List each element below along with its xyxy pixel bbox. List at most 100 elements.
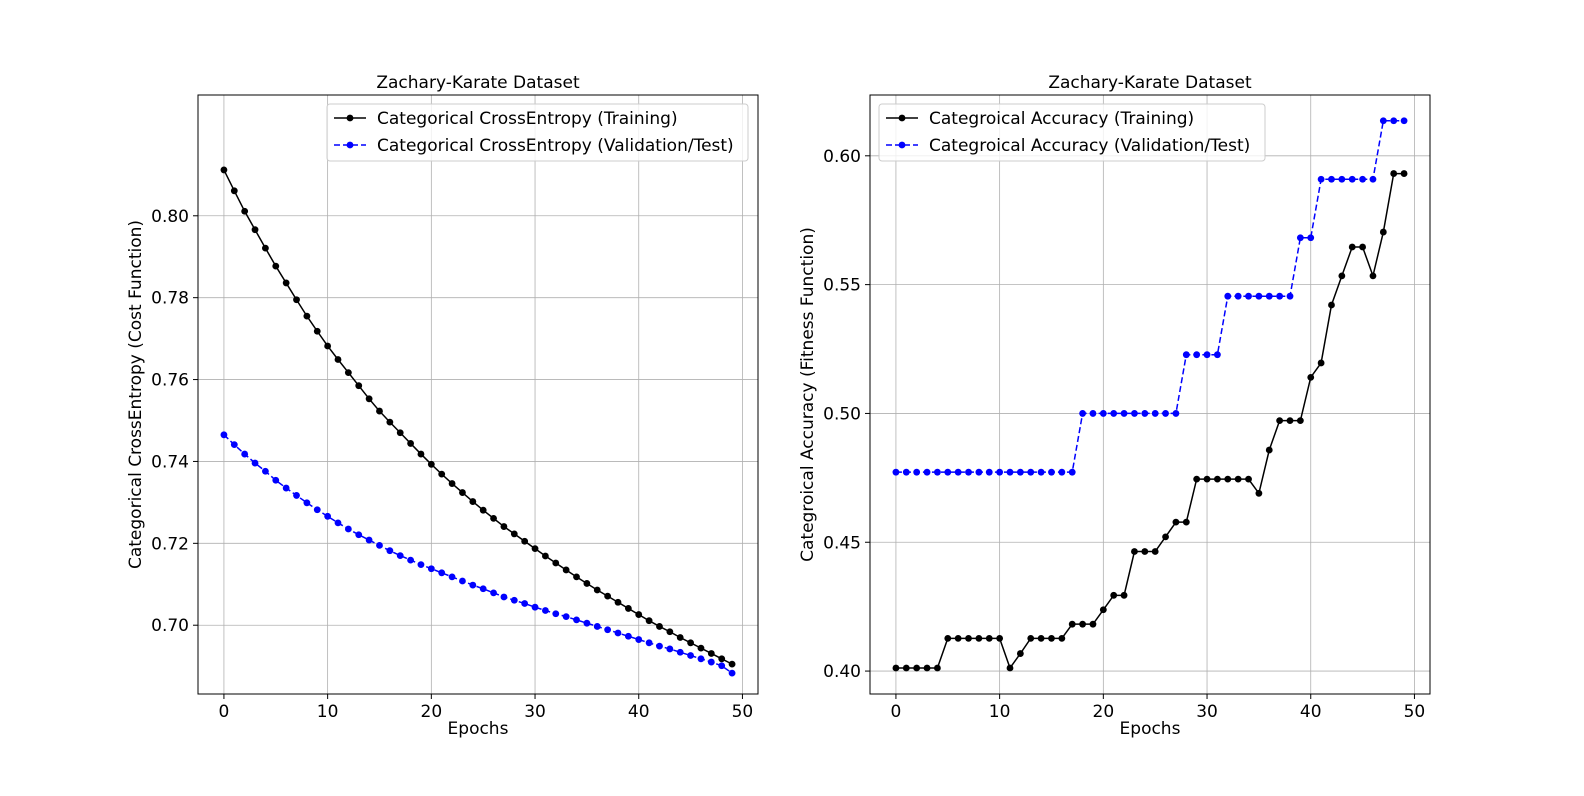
data-point (1359, 175, 1366, 183)
data-point (707, 650, 715, 657)
data-point (707, 658, 715, 666)
data-point (1193, 475, 1201, 483)
y-tick-label: 0.50 (823, 404, 861, 424)
data-point (1234, 475, 1242, 483)
data-point (728, 660, 736, 668)
data-point (902, 664, 910, 672)
data-point (718, 655, 726, 663)
data-point (975, 634, 983, 642)
y-tick-label: 0.76 (151, 371, 189, 391)
series-line (223, 434, 733, 674)
legend-label: Categorical CrossEntropy (Validation/Tes… (377, 136, 734, 156)
data-point (593, 586, 601, 594)
data-point (1193, 351, 1201, 359)
legend-marker (346, 114, 354, 122)
x-tick-label: 40 (1300, 702, 1322, 722)
data-point (376, 407, 383, 415)
data-point (282, 279, 290, 287)
data-point (500, 593, 508, 601)
data-point (438, 569, 446, 577)
data-point (448, 480, 456, 487)
series-2 (892, 117, 1408, 476)
data-point (1245, 475, 1252, 483)
x-tick-label: 10 (317, 702, 339, 722)
data-point (542, 607, 549, 614)
grid (198, 95, 758, 694)
data-point (220, 166, 228, 174)
data-point (479, 585, 487, 593)
data-point (448, 573, 456, 581)
x-tick-label: 50 (732, 702, 754, 722)
data-point (293, 492, 300, 499)
data-point (1068, 468, 1076, 476)
data-point (1214, 475, 1221, 483)
x-tick-label: 10 (989, 702, 1011, 722)
data-point (490, 514, 497, 522)
legend: Categroical Accuracy (Training) Categroic… (878, 103, 1266, 162)
data-point (1255, 489, 1263, 497)
data-point (1131, 548, 1138, 555)
data-point (282, 484, 290, 492)
data-point (490, 589, 497, 597)
data-point (1245, 292, 1252, 300)
data-point (718, 662, 726, 670)
data-point (376, 541, 383, 549)
chart-panel-2: 0 10 20 30 40 50 0.40 0.45 0.50 0.55 0.60 Zachary-K… (798, 73, 1431, 739)
data-point (583, 619, 591, 627)
data-point (251, 226, 259, 234)
data-point (386, 547, 394, 555)
data-point (954, 634, 962, 642)
y-tick-label: 0.80 (151, 207, 189, 227)
data-point (459, 489, 466, 496)
data-point (913, 468, 921, 476)
data-point (562, 566, 570, 574)
data-point (1068, 620, 1076, 628)
data-point (542, 552, 549, 560)
data-point (1016, 468, 1024, 476)
data-point (220, 431, 228, 439)
data-point (469, 581, 477, 589)
data-point (656, 642, 663, 650)
data-point (1027, 468, 1035, 476)
data-point (583, 580, 591, 587)
data-point (624, 605, 632, 612)
data-point (417, 450, 425, 458)
data-point (892, 664, 900, 672)
series-line (223, 169, 733, 665)
y-axis-label: Categorical CrossEntropy (Cost Function) (126, 220, 146, 569)
data-point (531, 545, 539, 553)
data-point (892, 468, 900, 476)
data-point (1182, 351, 1190, 359)
data-point (293, 296, 300, 304)
data-point (728, 669, 736, 677)
data-point (985, 468, 993, 476)
legend-marker (898, 114, 906, 122)
x-tick-label: 30 (524, 702, 546, 722)
data-point (1276, 292, 1284, 300)
data-point (1276, 417, 1284, 425)
data-point (479, 506, 487, 514)
legend-label: Categroical Accuracy (Training) (929, 109, 1194, 129)
data-point (1400, 117, 1408, 125)
data-point (1265, 292, 1273, 300)
x-tick-label: 50 (1404, 702, 1426, 722)
y-tick-label: 0.72 (151, 534, 189, 554)
data-point (324, 512, 332, 520)
data-point (934, 664, 941, 672)
data-point (923, 468, 931, 476)
data-point (666, 628, 674, 636)
data-point (272, 476, 280, 484)
series-2 (220, 431, 736, 677)
y-tick-label: 0.45 (823, 533, 861, 553)
data-point (1120, 591, 1128, 599)
data-point (334, 519, 342, 527)
data-point (1286, 417, 1294, 425)
legend-marker (898, 141, 906, 149)
data-point (1328, 301, 1335, 309)
data-point (355, 531, 363, 539)
data-point (604, 592, 612, 600)
legend-item: Categroical Accuracy (Training) (886, 109, 1194, 129)
plot-frame (869, 94, 1431, 695)
data-point (635, 636, 643, 643)
